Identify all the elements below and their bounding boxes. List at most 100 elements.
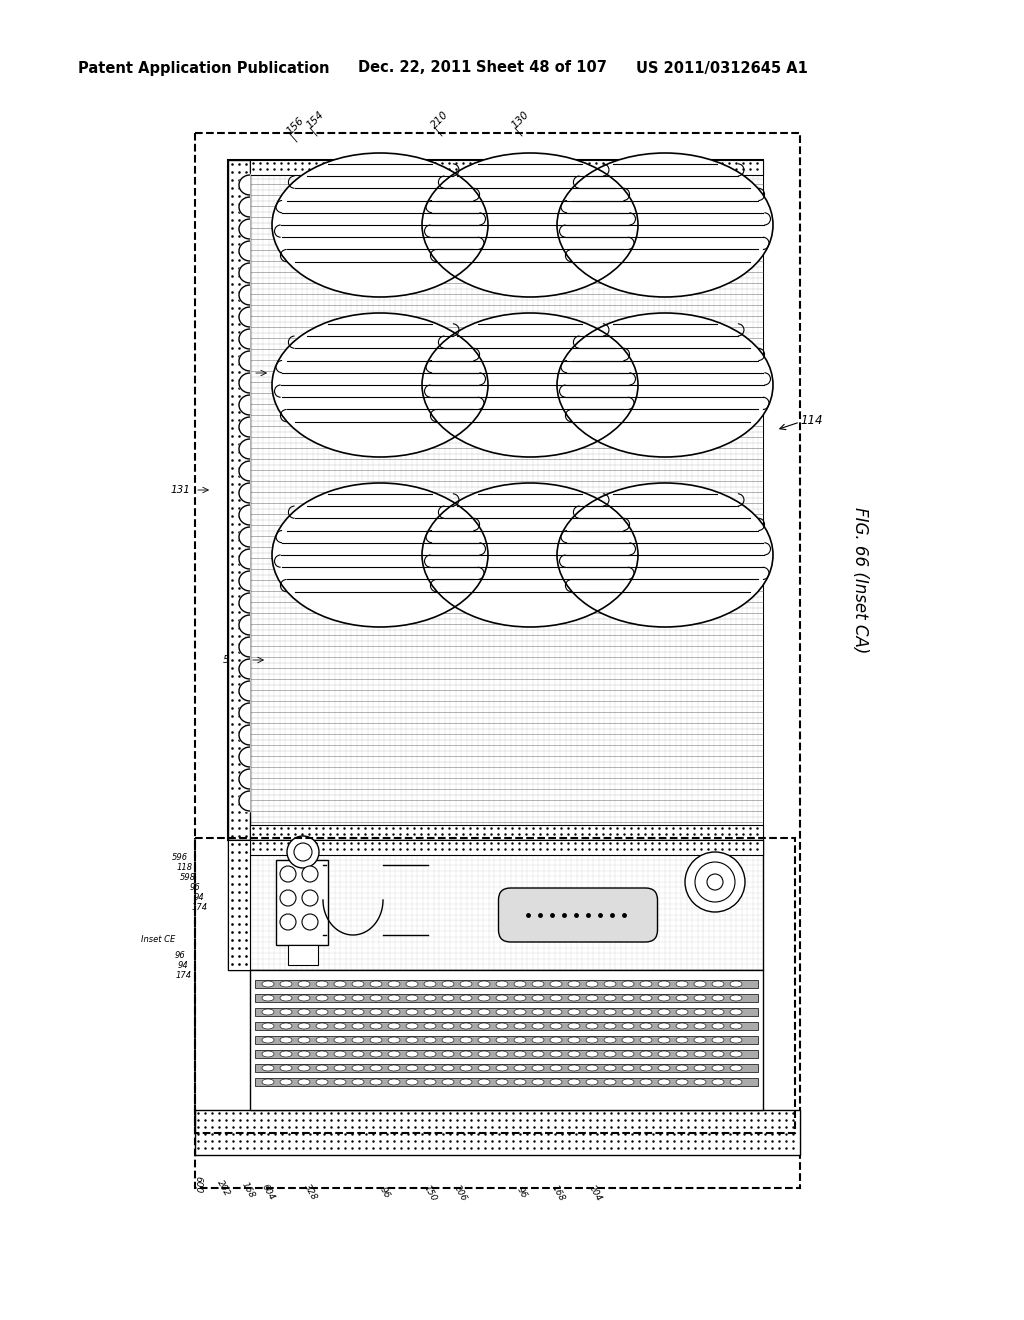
Polygon shape [239, 327, 250, 350]
Text: 204: 204 [587, 1183, 603, 1203]
Ellipse shape [280, 1008, 292, 1015]
Bar [255, 1049, 758, 1059]
Ellipse shape [676, 995, 688, 1001]
Ellipse shape [730, 1051, 742, 1057]
Ellipse shape [316, 1008, 328, 1015]
Ellipse shape [298, 1008, 310, 1015]
Polygon shape [239, 393, 250, 416]
Ellipse shape [586, 1023, 598, 1030]
Bar [195, 838, 795, 1133]
Ellipse shape [550, 1065, 562, 1071]
Ellipse shape [694, 1023, 706, 1030]
Ellipse shape [406, 995, 418, 1001]
Text: 150: 150 [422, 1183, 438, 1203]
Ellipse shape [280, 1023, 292, 1030]
Text: FIG. 66 (Inset CA): FIG. 66 (Inset CA) [851, 507, 869, 653]
Circle shape [287, 836, 319, 869]
Ellipse shape [316, 995, 328, 1001]
Text: 204: 204 [566, 854, 582, 862]
Bar [288, 945, 318, 965]
Polygon shape [239, 591, 250, 614]
Text: 604: 604 [260, 1183, 276, 1201]
Ellipse shape [496, 1008, 508, 1015]
Polygon shape [239, 284, 250, 306]
Bar [228, 840, 250, 970]
Ellipse shape [730, 1038, 742, 1043]
Ellipse shape [514, 995, 526, 1001]
Ellipse shape [568, 1078, 580, 1085]
Polygon shape [239, 525, 250, 548]
Polygon shape [239, 240, 250, 261]
Ellipse shape [406, 981, 418, 987]
Ellipse shape [604, 1038, 616, 1043]
Ellipse shape [694, 1008, 706, 1015]
Bar [276, 861, 328, 945]
Ellipse shape [272, 313, 488, 457]
Ellipse shape [568, 1008, 580, 1015]
Ellipse shape [460, 981, 472, 987]
Ellipse shape [478, 1023, 490, 1030]
Bar [250, 840, 763, 855]
Ellipse shape [568, 1023, 580, 1030]
Ellipse shape [298, 1023, 310, 1030]
Ellipse shape [422, 483, 638, 627]
Ellipse shape [316, 1023, 328, 1030]
Polygon shape [239, 350, 250, 372]
Text: 131: 131 [170, 484, 190, 495]
Text: 68: 68 [234, 368, 248, 378]
Ellipse shape [694, 1051, 706, 1057]
Ellipse shape [658, 1023, 670, 1030]
Ellipse shape [604, 981, 616, 987]
Ellipse shape [262, 1023, 274, 1030]
Polygon shape [239, 195, 250, 218]
Text: 130: 130 [644, 838, 660, 847]
Text: 602: 602 [530, 842, 546, 850]
Text: Inset CE: Inset CE [140, 936, 175, 945]
Circle shape [302, 866, 318, 882]
Ellipse shape [604, 1065, 616, 1071]
Ellipse shape [424, 981, 436, 987]
Ellipse shape [640, 1008, 652, 1015]
Ellipse shape [352, 1065, 364, 1071]
Ellipse shape [370, 1065, 382, 1071]
Ellipse shape [532, 1038, 544, 1043]
Ellipse shape [514, 1078, 526, 1085]
Ellipse shape [622, 1038, 634, 1043]
Ellipse shape [352, 1051, 364, 1057]
Ellipse shape [694, 1038, 706, 1043]
Bar [250, 825, 763, 840]
Ellipse shape [352, 995, 364, 1001]
Ellipse shape [622, 1023, 634, 1030]
Ellipse shape [568, 981, 580, 987]
Ellipse shape [442, 1078, 454, 1085]
Ellipse shape [622, 1065, 634, 1071]
Polygon shape [239, 218, 250, 240]
Polygon shape [239, 261, 250, 284]
Text: Sheet 48 of 107: Sheet 48 of 107 [476, 61, 607, 75]
Ellipse shape [658, 995, 670, 1001]
Polygon shape [239, 459, 250, 482]
Ellipse shape [272, 153, 488, 297]
Bar [195, 133, 800, 1188]
Ellipse shape [496, 1038, 508, 1043]
Bar [228, 160, 763, 840]
Ellipse shape [640, 1078, 652, 1085]
Polygon shape [239, 548, 250, 570]
Ellipse shape [352, 981, 364, 987]
Ellipse shape [658, 1038, 670, 1043]
Ellipse shape [478, 1038, 490, 1043]
Ellipse shape [496, 995, 508, 1001]
Ellipse shape [586, 1078, 598, 1085]
Ellipse shape [388, 1023, 400, 1030]
Polygon shape [239, 657, 250, 680]
Ellipse shape [568, 1051, 580, 1057]
Ellipse shape [478, 1065, 490, 1071]
Ellipse shape [712, 1051, 724, 1057]
Ellipse shape [532, 1008, 544, 1015]
Ellipse shape [262, 1008, 274, 1015]
Ellipse shape [496, 1065, 508, 1071]
Polygon shape [239, 438, 250, 459]
Ellipse shape [316, 981, 328, 987]
Text: 174: 174 [191, 903, 208, 912]
Text: 168: 168 [550, 1183, 566, 1203]
